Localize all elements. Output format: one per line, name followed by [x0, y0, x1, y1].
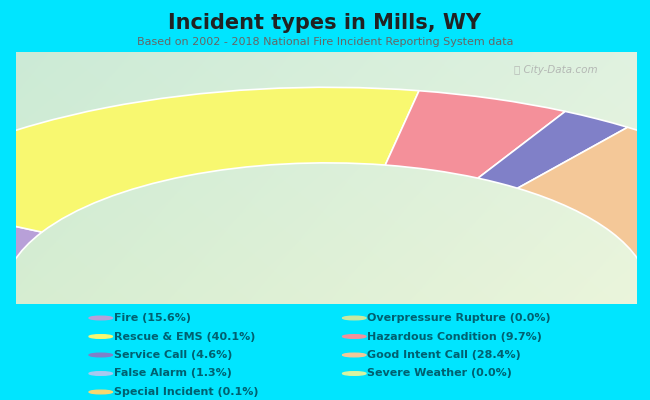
Circle shape: [343, 353, 366, 357]
Wedge shape: [0, 87, 419, 232]
Text: ⓘ City-Data.com: ⓘ City-Data.com: [515, 65, 598, 75]
Text: Service Call (4.6%): Service Call (4.6%): [114, 350, 232, 360]
Circle shape: [89, 353, 112, 357]
Wedge shape: [385, 91, 566, 178]
Text: Rescue & EMS (40.1%): Rescue & EMS (40.1%): [114, 332, 255, 342]
Wedge shape: [0, 196, 42, 294]
Text: Special Incident (0.1%): Special Incident (0.1%): [114, 387, 258, 397]
Circle shape: [89, 372, 112, 375]
Text: Based on 2002 - 2018 National Fire Incident Reporting System data: Based on 2002 - 2018 National Fire Incid…: [136, 37, 514, 47]
Wedge shape: [649, 285, 650, 294]
Text: Fire (15.6%): Fire (15.6%): [114, 313, 190, 323]
Text: Incident types in Mills, WY: Incident types in Mills, WY: [168, 13, 482, 33]
Circle shape: [343, 372, 366, 375]
Text: Severe Weather (0.0%): Severe Weather (0.0%): [367, 368, 512, 378]
Text: Overpressure Rupture (0.0%): Overpressure Rupture (0.0%): [367, 313, 551, 323]
Circle shape: [89, 390, 112, 394]
Text: Good Intent Call (28.4%): Good Intent Call (28.4%): [367, 350, 521, 360]
Circle shape: [89, 316, 112, 320]
Text: Hazardous Condition (9.7%): Hazardous Condition (9.7%): [367, 332, 542, 342]
Text: False Alarm (1.3%): False Alarm (1.3%): [114, 368, 231, 378]
Wedge shape: [478, 111, 628, 188]
Circle shape: [89, 335, 112, 338]
Circle shape: [343, 335, 366, 338]
Circle shape: [343, 316, 366, 320]
Wedge shape: [517, 127, 650, 288]
